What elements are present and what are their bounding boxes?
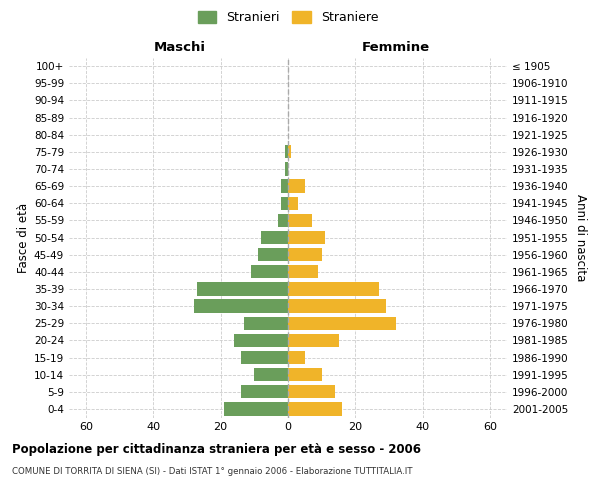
Bar <box>288 368 322 382</box>
Bar <box>241 385 288 398</box>
Bar <box>288 402 342 415</box>
Bar <box>261 231 288 244</box>
Bar <box>288 248 322 262</box>
Bar <box>288 196 298 210</box>
Bar <box>251 265 288 278</box>
Bar <box>241 351 288 364</box>
Bar <box>244 316 288 330</box>
Bar <box>288 300 386 313</box>
Bar <box>288 180 305 193</box>
Bar <box>288 265 319 278</box>
Y-axis label: Anni di nascita: Anni di nascita <box>574 194 587 281</box>
Bar <box>288 334 338 347</box>
Text: Maschi: Maschi <box>154 41 206 54</box>
Bar <box>288 145 292 158</box>
Text: Femmine: Femmine <box>362 41 430 54</box>
Bar <box>197 282 288 296</box>
Bar <box>224 402 288 415</box>
Bar <box>234 334 288 347</box>
Bar <box>288 385 335 398</box>
Text: Popolazione per cittadinanza straniera per età e sesso - 2006: Popolazione per cittadinanza straniera p… <box>12 442 421 456</box>
Bar <box>257 248 288 262</box>
Legend: Stranieri, Straniere: Stranieri, Straniere <box>193 6 383 29</box>
Bar <box>288 231 325 244</box>
Bar <box>284 145 288 158</box>
Bar <box>278 214 288 227</box>
Bar <box>284 162 288 175</box>
Bar <box>281 196 288 210</box>
Bar <box>194 300 288 313</box>
Bar <box>288 351 305 364</box>
Bar <box>288 282 379 296</box>
Bar <box>281 180 288 193</box>
Bar <box>288 316 396 330</box>
Bar <box>288 214 311 227</box>
Y-axis label: Fasce di età: Fasce di età <box>17 202 30 272</box>
Bar <box>254 368 288 382</box>
Text: COMUNE DI TORRITA DI SIENA (SI) - Dati ISTAT 1° gennaio 2006 - Elaborazione TUTT: COMUNE DI TORRITA DI SIENA (SI) - Dati I… <box>12 468 413 476</box>
